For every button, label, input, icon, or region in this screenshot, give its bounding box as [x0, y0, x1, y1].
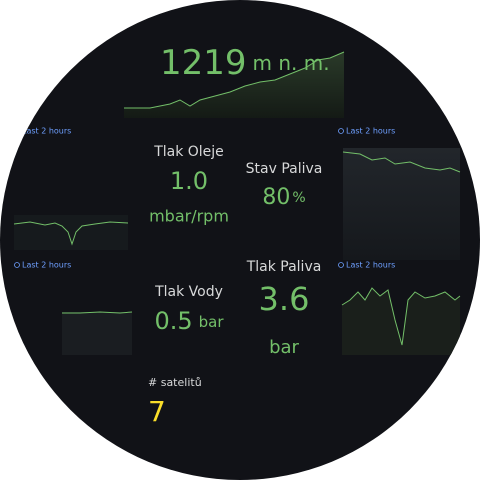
panel — [343, 148, 460, 260]
fuel-level-sparkline — [342, 151, 461, 173]
panel — [62, 312, 132, 355]
fuel-pressure-area — [342, 288, 460, 355]
stat-title: # satelitů — [148, 376, 202, 389]
stat-title: Stav Paliva — [246, 161, 323, 177]
stat-unit: bar — [199, 313, 225, 331]
altitude-line — [124, 51, 345, 109]
stat-value: 3.6 — [259, 280, 310, 318]
time-range: Last 2 hours — [346, 127, 395, 136]
altitude-area — [124, 52, 344, 118]
stat: 0.5 bar — [154, 307, 224, 335]
stat-title: Tlak Oleje — [153, 144, 224, 160]
stat-unit: % — [292, 190, 305, 206]
stat-title: Tlak Paliva — [246, 259, 322, 275]
water-sparkline — [62, 311, 133, 314]
stat-value: 80 — [262, 185, 290, 210]
altitude: 1219 m n. m. — [160, 43, 330, 83]
stat-value: 7 — [148, 395, 166, 428]
time-range: Last 2 hours — [346, 261, 395, 270]
altitude-unit: m n. m. — [253, 51, 330, 75]
stat-title: Tlak Vody — [154, 284, 223, 300]
fuel-pressure-sparkline — [341, 287, 461, 346]
stat-unit: mbar/rpm — [149, 207, 229, 226]
stat-value: 1.0 — [170, 167, 208, 195]
stat-unit: bar — [269, 337, 299, 358]
time-range: Last 2 hours — [22, 127, 71, 136]
oil-sparkline — [13, 221, 129, 246]
stat: 80% — [262, 185, 305, 210]
panel — [14, 215, 128, 250]
stat-value: 0.5 — [154, 307, 192, 335]
time-range: Last 2 hours — [22, 261, 71, 270]
altitude-value: 1219 — [160, 43, 247, 83]
